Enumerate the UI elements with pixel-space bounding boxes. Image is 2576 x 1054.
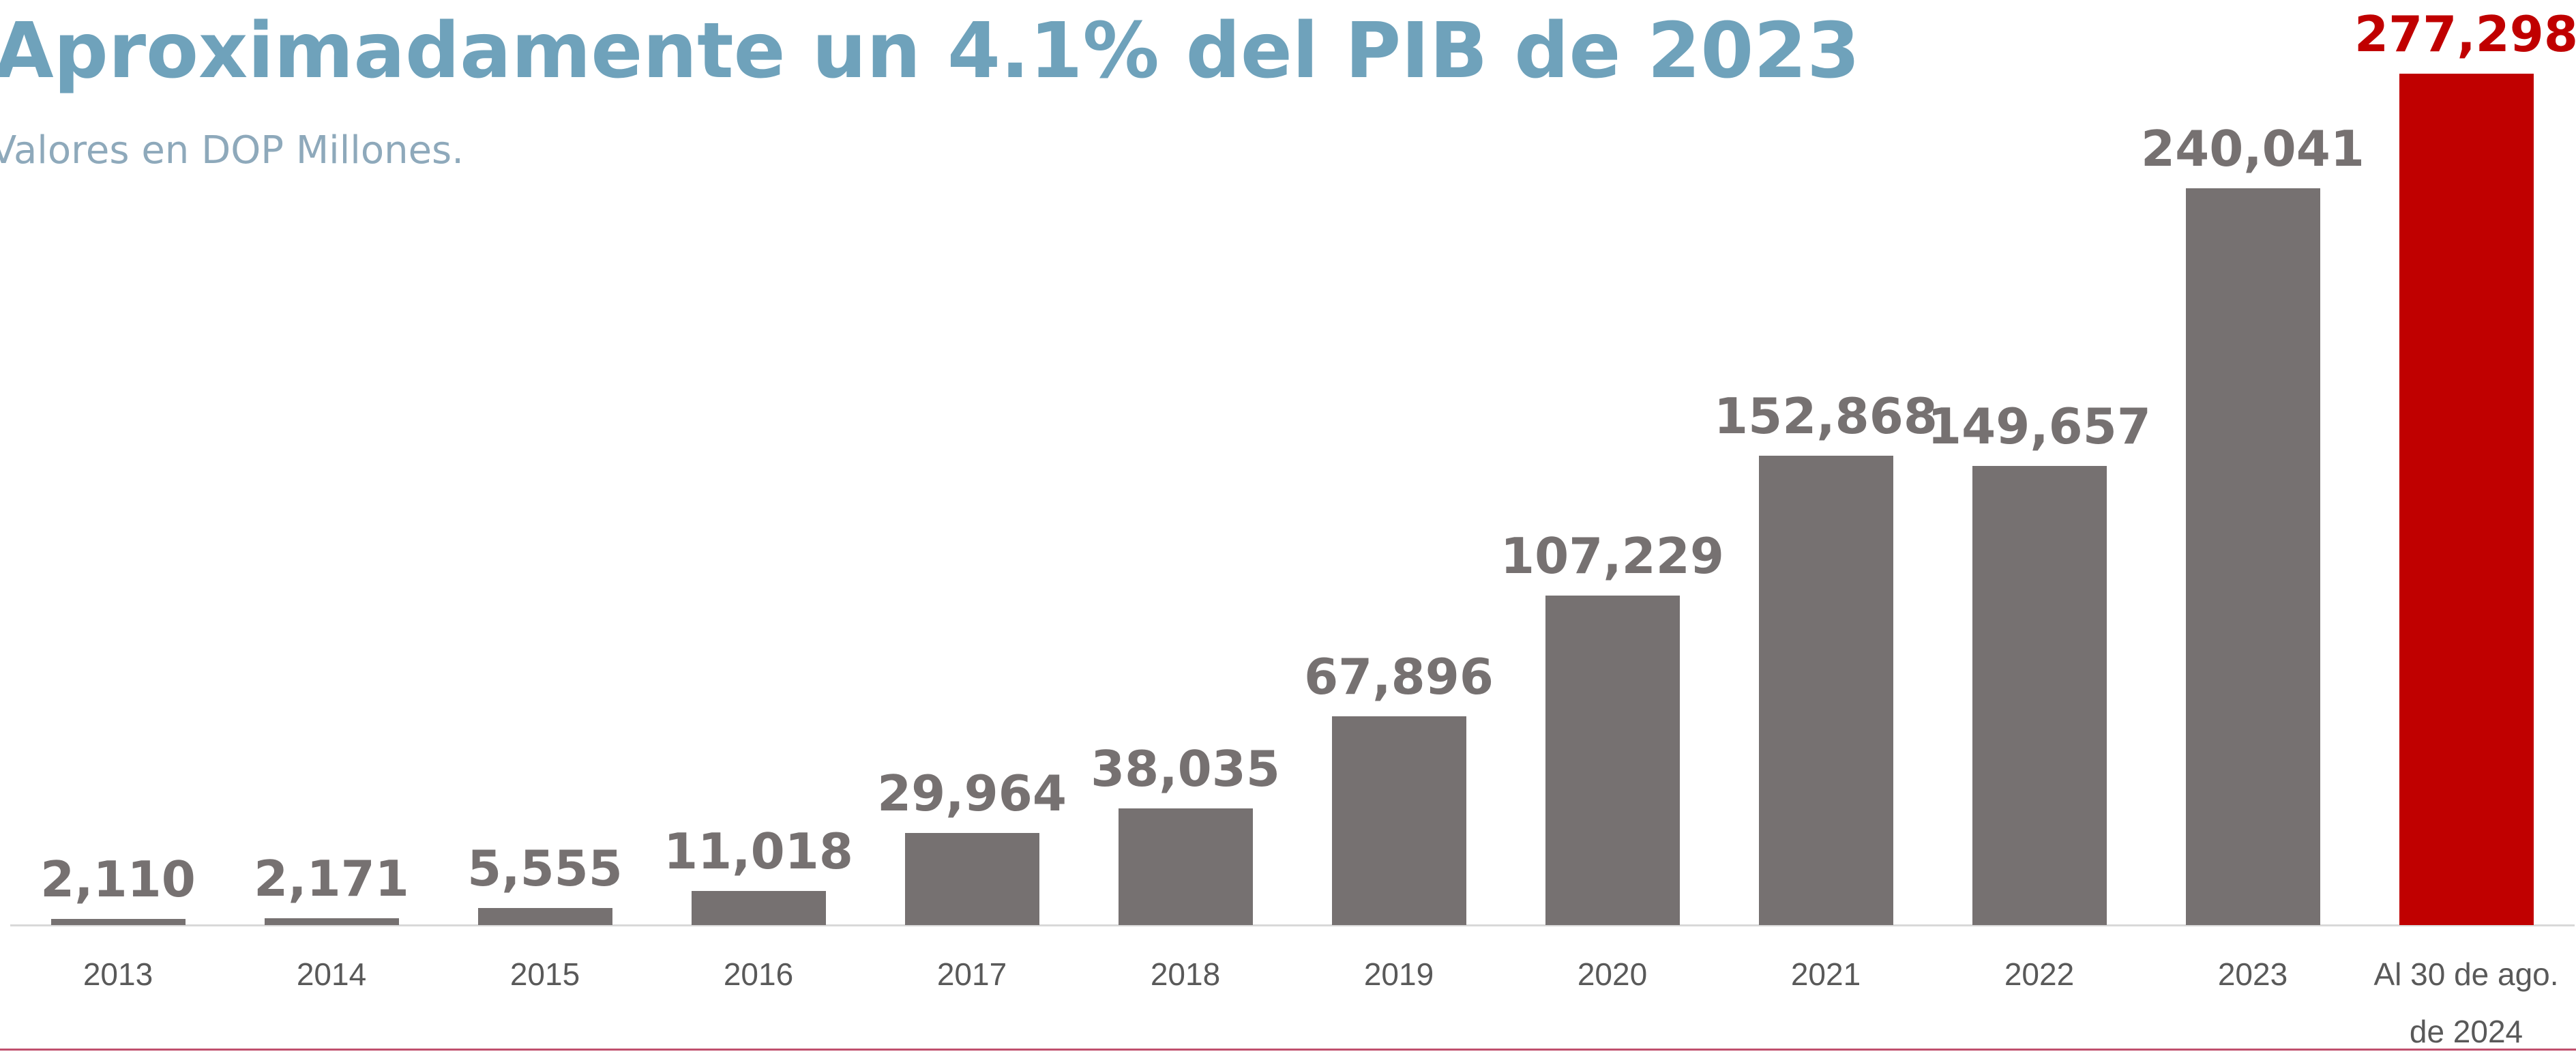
data-label: 2,171 xyxy=(254,850,409,908)
x-tick-label: 2018 xyxy=(1150,956,1221,992)
bar xyxy=(1331,716,1466,925)
x-tick-label: 2021 xyxy=(1790,956,1861,992)
bar xyxy=(1758,456,1893,925)
chart-subtitle: Valores en DOP Millones. xyxy=(0,128,464,173)
bar xyxy=(904,833,1039,925)
data-label: 2,110 xyxy=(40,850,196,908)
data-label: 107,229 xyxy=(1500,527,1724,585)
footer-line xyxy=(0,1049,2576,1051)
bar xyxy=(1545,596,1680,925)
data-label: 11,018 xyxy=(664,823,853,881)
bar xyxy=(264,918,399,925)
x-tick-label: 2020 xyxy=(1577,956,1648,992)
axis-line xyxy=(10,924,2575,926)
bar xyxy=(691,891,826,925)
x-tick-label: Al 30 de ago. de 2024 xyxy=(2373,956,2559,1049)
x-tick-label: 2015 xyxy=(509,956,580,992)
data-label: 152,868 xyxy=(1714,387,1938,445)
x-tick-label: 2013 xyxy=(83,956,153,992)
x-tick-label: 2023 xyxy=(2217,956,2288,992)
bar xyxy=(1118,808,1253,925)
data-label: 38,035 xyxy=(1091,740,1280,797)
data-label: 149,657 xyxy=(1927,397,2151,455)
bar xyxy=(2185,188,2320,925)
data-label: 29,964 xyxy=(877,765,1067,823)
data-label: 5,555 xyxy=(467,840,623,897)
x-tick-label: 2016 xyxy=(723,956,794,992)
data-label: 277,298 xyxy=(2354,5,2576,63)
bar xyxy=(1972,465,2107,925)
bar xyxy=(477,908,612,925)
x-tick-label: 2014 xyxy=(296,956,367,992)
bar xyxy=(50,918,186,925)
data-label: 67,896 xyxy=(1304,648,1494,706)
data-label: 240,041 xyxy=(2141,119,2365,177)
x-tick-label: 2022 xyxy=(2004,956,2075,992)
bar xyxy=(2399,74,2534,925)
chart-title: Aproximadamente un 4.1% del PIB de 2023 xyxy=(0,7,1861,96)
x-tick-label: 2017 xyxy=(936,956,1007,992)
x-tick-label: 2019 xyxy=(1363,956,1434,992)
